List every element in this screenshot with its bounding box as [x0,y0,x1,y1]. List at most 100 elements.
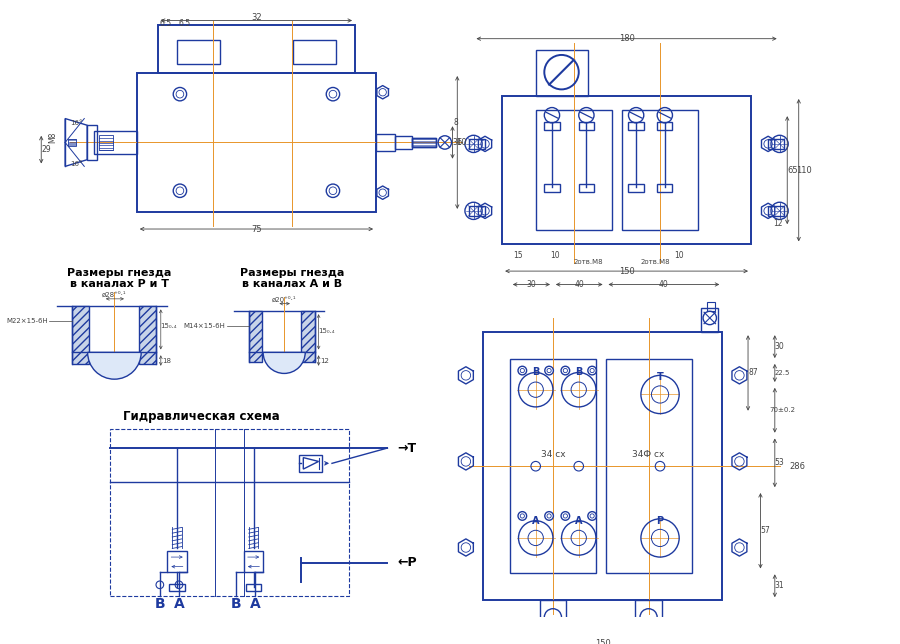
Bar [110,429,349,596]
Text: 2отв.M8: 2отв.M8 [641,258,670,265]
Text: 57: 57 [760,526,770,535]
Bar [248,311,262,362]
Text: M14×15-6H: M14×15-6H [183,323,225,328]
Text: P: P [656,516,663,526]
Bar [244,551,263,573]
Text: 75: 75 [251,225,262,234]
Text: 29: 29 [41,145,50,154]
Text: 40: 40 [659,280,669,289]
Text: Гидравлическая схема: Гидравлическая схема [122,410,279,423]
Text: 40: 40 [574,280,584,289]
Text: B: B [532,368,539,377]
Text: 34 сх: 34 сх [541,450,565,459]
Text: B: B [155,597,165,611]
Bar [469,139,485,149]
Bar [657,122,672,129]
Bar [606,359,691,573]
Bar [395,136,412,149]
Text: 53: 53 [775,459,785,468]
Text: ø20⁺⁰·¹: ø20⁺⁰·¹ [272,297,296,303]
Text: 6.5: 6.5 [178,19,191,28]
Text: 30: 30 [775,342,785,351]
Bar [158,25,355,73]
Text: 10: 10 [674,251,684,260]
Bar [628,122,644,129]
Text: A: A [575,516,582,526]
Bar [768,206,785,216]
Bar [412,138,436,147]
Text: 110: 110 [796,166,813,175]
Text: 150: 150 [618,267,634,276]
Bar [167,551,186,573]
Bar [502,96,751,244]
Bar [483,332,722,600]
Text: A: A [174,597,184,611]
Bar [536,110,612,230]
Bar [628,184,644,192]
Bar [94,131,137,154]
Text: 16°: 16° [70,120,83,126]
Bar [657,184,672,192]
Text: 10: 10 [550,251,560,260]
Text: 87: 87 [749,368,759,377]
Text: 16°: 16° [70,160,83,167]
Bar [579,184,594,192]
Text: 60: 60 [456,138,467,147]
Bar [177,40,220,64]
Bar [137,73,376,212]
Text: 180: 180 [618,34,634,43]
Bar [544,184,560,192]
Text: 22.5: 22.5 [775,370,790,376]
Bar [701,308,718,332]
Bar [302,311,315,362]
Text: 15₀.₄: 15₀.₄ [318,328,335,334]
Bar [469,206,485,216]
Bar [579,122,594,129]
Text: 12: 12 [773,219,782,228]
Bar [622,110,698,230]
Text: 34Ф сх: 34Ф сх [633,450,665,459]
Text: ø28⁺⁰·¹: ø28⁺⁰·¹ [102,292,127,298]
Bar [72,307,89,364]
Text: 31: 31 [775,582,785,591]
Text: в каналах А и В: в каналах А и В [242,279,342,290]
Text: B: B [231,597,242,611]
Text: 15: 15 [514,251,523,260]
Text: 8: 8 [454,118,459,128]
Bar [139,307,156,364]
Text: в каналах Р и Т: в каналах Р и Т [70,279,169,290]
Text: M8: M8 [49,132,58,144]
Text: Размеры гнезда: Размеры гнезда [239,268,344,278]
Bar [544,122,560,129]
Bar [300,455,322,472]
Text: 150: 150 [595,639,610,644]
Text: 12: 12 [320,358,328,364]
Bar [706,301,715,311]
Wedge shape [263,352,305,374]
Bar [246,584,261,591]
Text: ←P: ←P [397,556,417,569]
Bar [539,600,566,630]
Text: →T: →T [397,442,416,455]
Text: 70±0.2: 70±0.2 [770,407,796,413]
Bar [536,50,589,96]
Bar [635,600,662,630]
Text: 15₀.₄: 15₀.₄ [160,323,176,328]
Text: Размеры гнезда: Размеры гнезда [68,268,172,278]
Bar [376,134,395,151]
Text: 2отв.M8: 2отв.M8 [573,258,603,265]
Text: A: A [250,597,261,611]
Bar [412,138,436,147]
Bar [768,139,785,149]
Bar [87,125,96,160]
Text: 6.5: 6.5 [159,19,172,28]
Text: 286: 286 [790,462,806,471]
Text: 31: 31 [453,138,462,147]
Bar [99,135,113,150]
Text: M22×15-6H: M22×15-6H [6,318,48,324]
Bar [68,138,76,146]
Text: T: T [657,372,663,383]
Wedge shape [87,352,141,379]
Text: 30: 30 [526,280,536,289]
Text: 32: 32 [251,13,262,22]
